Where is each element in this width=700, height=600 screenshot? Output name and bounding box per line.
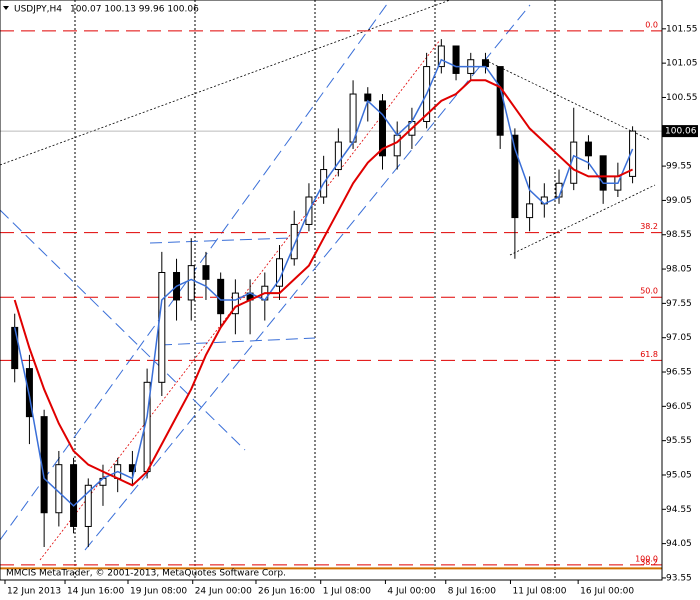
x-tick-label: 11 Jul 08:00 (512, 587, 566, 597)
candle-body (629, 130, 637, 177)
x-tick-label: 24 Jun 00:00 (195, 587, 252, 597)
x-tick-label: 26 Jun 16:00 (258, 587, 315, 597)
menu-arrow (3, 6, 9, 10)
fib-label: 0.0 (645, 20, 658, 29)
quote: 100.07 100.13 99.96 100.06 (70, 5, 199, 15)
candle-body (70, 464, 78, 527)
ma-line (13, 79, 634, 487)
x-tick-label: 16 Jul 00:00 (580, 587, 634, 597)
frame (0, 0, 663, 581)
y-tick-label: 97.55 (666, 299, 692, 309)
x-tick-label: 14 Jun 16:00 (67, 587, 124, 597)
candle-body (496, 66, 504, 136)
current-price-label: 100.06 (665, 127, 697, 137)
candle-body (393, 134, 401, 157)
ma-line (13, 58, 634, 507)
y-tick-label: 94.55 (666, 505, 692, 515)
candle-body (84, 484, 92, 527)
y-tick-label: 94.05 (666, 539, 692, 549)
y-tick-label: 101.05 (666, 59, 698, 69)
candle-body (158, 271, 166, 383)
candle-body (202, 265, 210, 280)
x-tick-label: 8 Jul 16:00 (448, 587, 497, 597)
y-tick-label: 93.55 (666, 573, 692, 583)
current-price-box (662, 125, 698, 138)
channel-lines (0, 0, 656, 256)
candle-body (584, 141, 592, 157)
candle-body (217, 278, 225, 315)
y-tick-label: 98.05 (666, 265, 692, 275)
x-tick-label: 19 Jun 08:00 (130, 587, 187, 597)
candle-body (511, 134, 519, 219)
symbol: USDJPY,H4 (14, 5, 62, 15)
candle-body (526, 203, 534, 219)
candle-body (187, 265, 195, 301)
x-tick-label: 4 Jul 00:00 (387, 587, 436, 597)
y-tick-label: 100.55 (666, 93, 698, 103)
x-tick-label: 1 Jul 08:00 (323, 587, 372, 597)
fib-label: 38.2 (640, 558, 658, 567)
candle-body (437, 45, 445, 68)
candle-body (599, 155, 607, 191)
candle-body (231, 292, 239, 315)
y-tick-label: 101.55 (666, 24, 698, 34)
x-tick-label: 12 Jun 2013 (7, 587, 61, 597)
candle-body (55, 464, 63, 514)
y-tick-label: 96.05 (666, 402, 692, 412)
candle-body (452, 45, 460, 74)
fib-label: 61.8 (640, 350, 658, 359)
footer: MMCIS MetaTrader, © 2001-2013, MetaQuote… (6, 569, 286, 579)
candle-body (481, 59, 489, 68)
y-tick-label: 99.05 (666, 196, 692, 206)
y-tick-label: 97.05 (666, 333, 692, 343)
trend-lines (0, 0, 531, 551)
candle-body (378, 100, 386, 157)
fib-label: 38.2 (640, 222, 658, 231)
fib-label: 50.0 (640, 287, 658, 296)
y-tick-label: 96.55 (666, 368, 692, 378)
candle-body (290, 223, 298, 260)
y-tick-label: 98.55 (666, 230, 692, 240)
candle-body (11, 326, 19, 370)
candle-body (334, 141, 342, 171)
y-tick-label: 99.55 (666, 162, 692, 172)
fib-label: 100.0 (635, 554, 658, 563)
y-tick-label: 95.05 (666, 470, 692, 480)
v-grid (74, 0, 556, 580)
y-tick-label: 95.55 (666, 436, 692, 446)
